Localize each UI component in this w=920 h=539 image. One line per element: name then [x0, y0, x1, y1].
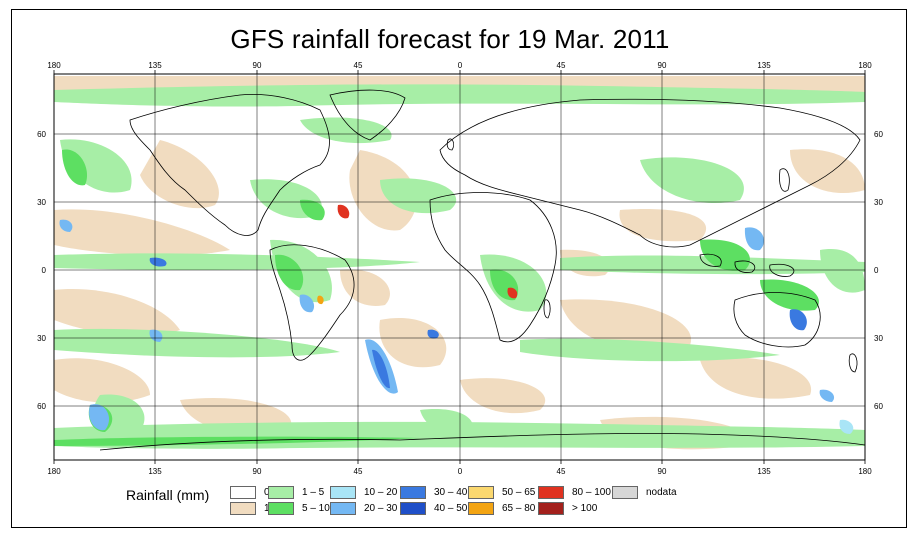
legend-label: 30 – 40 — [434, 486, 468, 498]
lat-tick-left: 60 — [37, 402, 46, 411]
legend-label: 1 – 5 — [302, 486, 325, 498]
legend-swatch — [400, 485, 426, 499]
rain-intense-spots — [59, 204, 854, 434]
lon-tick-top: 180 — [858, 61, 872, 70]
lat-tick-right: 30 — [874, 334, 883, 343]
lon-tick-top: 45 — [557, 61, 566, 70]
legend-swatch — [538, 501, 564, 515]
legend-swatch — [538, 485, 564, 499]
legend-label: 20 – 30 — [364, 502, 398, 514]
legend-item: > 100 — [538, 501, 597, 515]
legend-swatch — [468, 485, 494, 499]
legend-label: 5 – 10 — [302, 502, 330, 514]
lon-tick-bottom: 0 — [458, 467, 463, 476]
legend-item: nodata — [612, 485, 677, 499]
legend-swatch — [230, 485, 256, 499]
graticule — [54, 74, 865, 460]
legend-label: 65 – 80 — [502, 502, 536, 514]
legend-label: 1 — [264, 502, 270, 514]
legend-swatch — [268, 485, 294, 499]
legend-swatch — [330, 485, 356, 499]
legend-item: 5 – 10 — [268, 501, 330, 515]
lat-tick-right: 30 — [874, 198, 883, 207]
legend-item: 50 – 65 — [468, 485, 535, 499]
lon-tick-bottom: 90 — [253, 467, 262, 476]
legend-item: 1 — [230, 501, 270, 515]
lat-tick-right: 60 — [874, 130, 883, 139]
legend-swatch — [612, 485, 638, 499]
legend-label: 50 – 65 — [502, 486, 536, 498]
map-title: GFS rainfall forecast for 19 Mar. 2011 — [230, 24, 670, 54]
lon-tick-bottom: 90 — [658, 467, 667, 476]
legend-item: 10 – 20 — [330, 485, 397, 499]
lat-tick-left: 0 — [42, 266, 47, 275]
lon-tick-top: 90 — [253, 61, 262, 70]
legend-swatch — [330, 501, 356, 515]
legend-swatch — [230, 501, 256, 515]
lon-tick-bottom: 45 — [354, 467, 363, 476]
legend-label: 40 – 50 — [434, 502, 468, 514]
legend-label: 10 – 20 — [364, 486, 398, 498]
legend-item: 1 – 5 — [268, 485, 324, 499]
legend-label: nodata — [646, 486, 677, 498]
figure-frame — [11, 9, 907, 528]
legend-swatch — [400, 501, 426, 515]
lat-tick-left: 30 — [37, 334, 46, 343]
lon-tick-bottom: 180 — [47, 467, 61, 476]
lat-tick-right: 0 — [874, 266, 879, 275]
legend-swatch — [468, 501, 494, 515]
lat-tick-right: 60 — [874, 402, 883, 411]
lon-tick-top: 135 — [757, 61, 771, 70]
map-border — [53, 73, 866, 461]
tick-marks — [53, 70, 866, 464]
lon-tick-bottom: 135 — [757, 467, 771, 476]
lat-tick-left: 30 — [37, 198, 46, 207]
legend-label: > 100 — [572, 502, 598, 514]
lon-tick-bottom: 135 — [148, 467, 162, 476]
legend-label: 80 – 100 — [572, 486, 611, 498]
legend-item: 20 – 30 — [330, 501, 397, 515]
legend-item: 80 – 100 — [538, 485, 611, 499]
rainfall-field — [54, 74, 865, 460]
lon-tick-bottom: 180 — [858, 467, 872, 476]
coastlines — [99, 89, 865, 451]
legend-item: 0 — [230, 485, 270, 499]
lon-tick-top: 90 — [658, 61, 667, 70]
lon-tick-bottom: 45 — [557, 467, 566, 476]
lon-tick-top: 0 — [458, 61, 463, 70]
legend-swatch — [268, 501, 294, 515]
legend-item: 40 – 50 — [400, 501, 467, 515]
lon-tick-top: 180 — [47, 61, 61, 70]
legend-title: Rainfall (mm) — [126, 487, 210, 503]
lon-tick-top: 135 — [148, 61, 162, 70]
legend-item: 65 – 80 — [468, 501, 535, 515]
legend-label: 0 — [264, 486, 270, 498]
lat-tick-left: 60 — [37, 130, 46, 139]
legend-item: 30 – 40 — [400, 485, 467, 499]
rain-1mm-areas — [54, 76, 865, 450]
lon-tick-top: 45 — [354, 61, 363, 70]
